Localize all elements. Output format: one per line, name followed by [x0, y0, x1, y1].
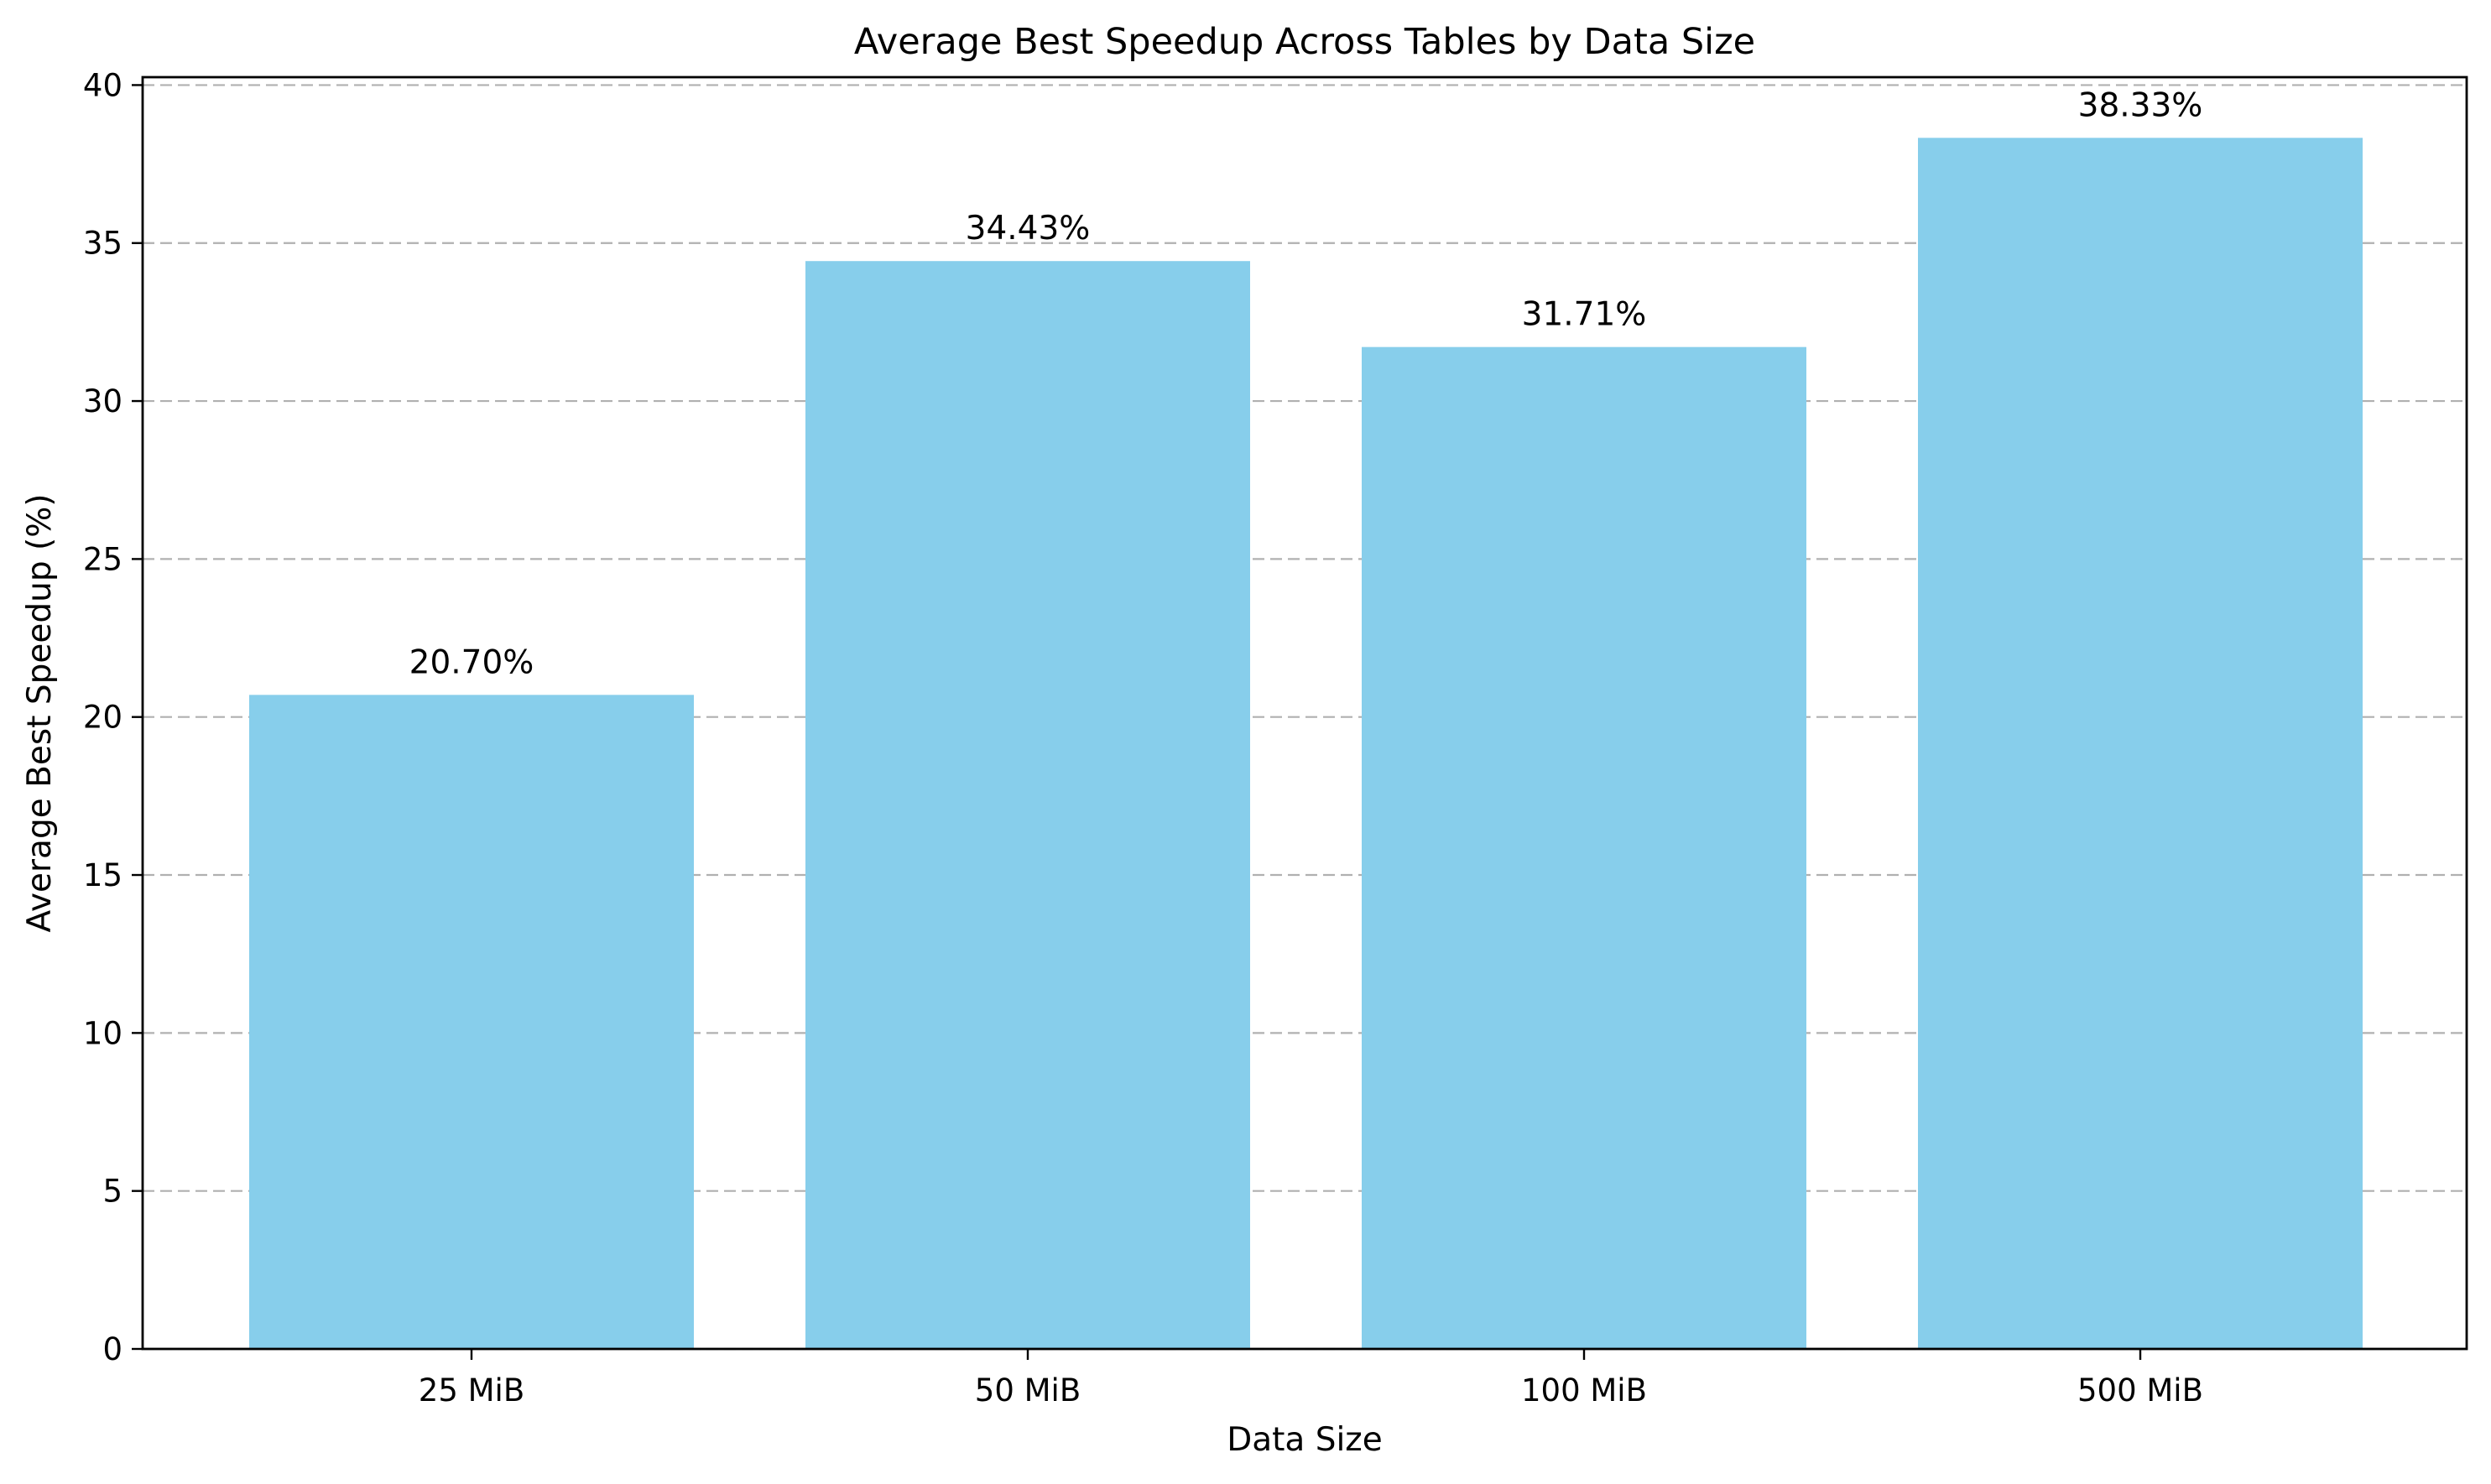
- y-tick-label: 5: [102, 1174, 122, 1210]
- x-axis-label: Data Size: [1227, 1421, 1383, 1459]
- bar: [1918, 138, 2363, 1349]
- y-axis-label: Average Best Speedup (%): [21, 494, 59, 933]
- bar: [805, 261, 1250, 1349]
- y-tick-label: 25: [83, 541, 122, 577]
- chart-title: Average Best Speedup Across Tables by Da…: [854, 21, 1755, 63]
- y-tick-label: 20: [83, 700, 122, 736]
- x-tick-label: 25 MiB: [419, 1372, 524, 1408]
- bar-value-label: 20.70%: [409, 643, 534, 681]
- x-tick-label: 50 MiB: [975, 1372, 1081, 1408]
- bar-value-label: 31.71%: [1522, 296, 1647, 334]
- y-axis: 0 5 10 15 20 25 30 35 40: [83, 67, 143, 1367]
- bar-value-labels: 20.70% 34.43% 31.71% 38.33%: [409, 86, 2203, 681]
- plot-frame: [141, 76, 2468, 1351]
- bars: [249, 138, 2363, 1349]
- bar: [249, 695, 694, 1349]
- y-tick-label: 10: [83, 1015, 122, 1051]
- bar-value-label: 38.33%: [2078, 86, 2203, 124]
- y-tick-label: 15: [83, 857, 122, 893]
- y-tick-label: 40: [83, 67, 122, 103]
- bar: [1362, 346, 1806, 1349]
- bar-value-label: 34.43%: [966, 210, 1091, 247]
- y-tick-label: 0: [102, 1331, 122, 1367]
- x-axis: 25 MiB 50 MiB 100 MiB 500 MiB: [419, 1349, 2203, 1408]
- y-tick-label: 30: [83, 383, 122, 419]
- x-tick-label: 100 MiB: [1521, 1372, 1647, 1408]
- y-tick-label: 35: [83, 226, 122, 262]
- x-tick-label: 500 MiB: [2077, 1372, 2203, 1408]
